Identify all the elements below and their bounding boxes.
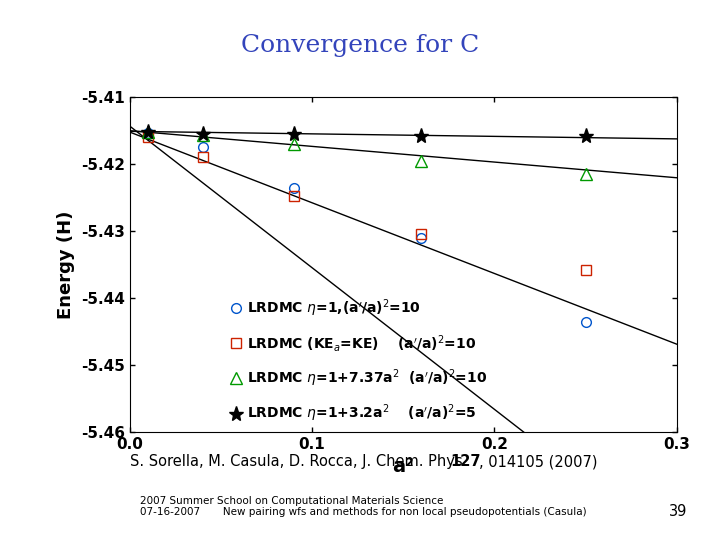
Text: LRDMC $\eta$=1+7.37a$^2$  (a$'$/a)$^2$=10: LRDMC $\eta$=1+7.37a$^2$ (a$'$/a)$^2$=10 [247,368,487,389]
Y-axis label: Energy (H): Energy (H) [57,211,75,319]
Text: , 014105 (2007): , 014105 (2007) [479,454,598,469]
Text: 127: 127 [450,454,480,469]
Text: S. Sorella, M. Casula, D. Rocca, J. Chem. Phys.: S. Sorella, M. Casula, D. Rocca, J. Chem… [130,454,472,469]
X-axis label: a²: a² [392,457,414,476]
Text: 39: 39 [669,504,688,519]
Text: LRDMC (KE$_a$=KE)    (a$'$/a)$^2$=10: LRDMC (KE$_a$=KE) (a$'$/a)$^2$=10 [247,333,477,354]
Text: LRDMC $\eta$=1,(a$'$/a)$^2$=10: LRDMC $\eta$=1,(a$'$/a)$^2$=10 [247,298,421,319]
Text: LRDMC $\eta$=1+3.2a$^2$    (a$'$/a)$^2$=5: LRDMC $\eta$=1+3.2a$^2$ (a$'$/a)$^2$=5 [247,403,477,424]
Text: Convergence for C: Convergence for C [241,33,479,57]
Text: 2007 Summer School on Computational Materials Science: 2007 Summer School on Computational Mate… [140,496,444,506]
Text: 07-16-2007       New pairing wfs and methods for non local pseudopotentials (Cas: 07-16-2007 New pairing wfs and methods f… [140,507,587,517]
